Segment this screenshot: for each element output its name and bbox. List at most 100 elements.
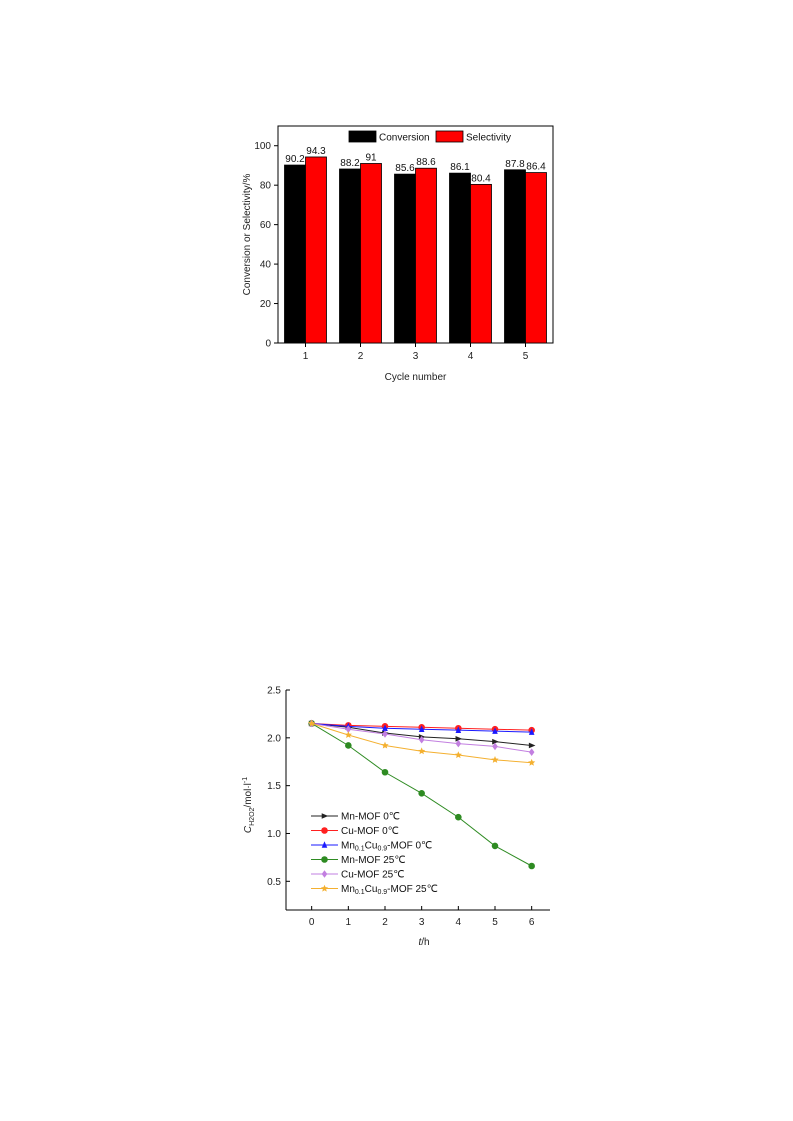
x-tick-label: 2 bbox=[358, 351, 364, 362]
data-label: 88.6 bbox=[416, 157, 436, 168]
legend-label: Mn-MOF 25℃ bbox=[341, 855, 406, 866]
y-tick-label: 0.5 bbox=[267, 877, 281, 888]
y-axis-label: CH2O2/mol·l-1 bbox=[242, 777, 256, 833]
legend-label: Mn0.1Cu0.9-MOF 0℃ bbox=[341, 841, 432, 853]
data-label: 80.4 bbox=[471, 173, 491, 184]
legend-label: Cu-MOF 0℃ bbox=[341, 826, 399, 837]
bar bbox=[525, 172, 547, 344]
legend-text: Mn bbox=[341, 884, 355, 895]
legend-marker bbox=[321, 841, 328, 848]
y-label-subscript: H2O2 bbox=[249, 807, 256, 825]
data-point bbox=[345, 725, 352, 734]
legend-text: Cu bbox=[365, 884, 378, 895]
legend-text: Mn-MOF 0℃ bbox=[341, 812, 400, 823]
legend-text: Cu-MOF 25℃ bbox=[341, 870, 404, 881]
bar bbox=[360, 163, 382, 344]
x-tick-label: 4 bbox=[456, 917, 462, 928]
y-tick-label: 1.5 bbox=[267, 781, 281, 792]
data-point bbox=[418, 735, 425, 744]
data-point bbox=[344, 731, 352, 739]
data-point bbox=[528, 742, 536, 749]
legend-text: Mn bbox=[341, 841, 355, 852]
legend-label: Cu-MOF 25℃ bbox=[341, 870, 404, 881]
bar bbox=[415, 167, 437, 344]
x-tick-label: 5 bbox=[523, 351, 529, 362]
legend-marker bbox=[321, 870, 328, 878]
x-tick-label: 6 bbox=[529, 917, 535, 928]
data-point bbox=[528, 748, 535, 756]
data-point bbox=[455, 739, 462, 748]
y-tick-label: 1.0 bbox=[267, 829, 281, 840]
y-axis-label: Conversion or Selectivity/% bbox=[242, 174, 253, 296]
data-point bbox=[492, 727, 498, 734]
data-point bbox=[528, 758, 536, 766]
data-point bbox=[454, 751, 462, 759]
x-tick-label: 2 bbox=[382, 917, 388, 928]
data-label: 88.2 bbox=[340, 158, 360, 169]
bar bbox=[305, 156, 327, 344]
x-tick-label: 1 bbox=[346, 917, 352, 928]
data-point bbox=[418, 725, 425, 733]
legend-subscript: 0.9 bbox=[377, 846, 387, 853]
legend-subscript: 0.1 bbox=[355, 846, 365, 853]
data-point bbox=[455, 813, 462, 821]
data-point bbox=[308, 719, 316, 727]
data-point bbox=[382, 730, 388, 738]
x-tick-label: 4 bbox=[468, 351, 474, 362]
y-tick-label: 60 bbox=[260, 220, 272, 231]
x-axis-label: Cycle number bbox=[385, 372, 447, 383]
legend-text: Cu bbox=[365, 841, 378, 852]
x-tick-label: 3 bbox=[413, 351, 419, 362]
x-label-symbol: t bbox=[418, 937, 422, 948]
y-tick-label: 80 bbox=[260, 181, 272, 192]
y-label-symbol: C bbox=[243, 825, 254, 833]
data-point bbox=[492, 742, 498, 751]
x-axis-label: t/h bbox=[418, 937, 429, 948]
data-point bbox=[381, 741, 389, 749]
legend-marker bbox=[321, 813, 329, 819]
data-point bbox=[455, 726, 462, 733]
y-label-superscript: -1 bbox=[242, 777, 249, 783]
legend-text: -MOF 0℃ bbox=[387, 841, 432, 852]
data-label: 94.3 bbox=[306, 146, 326, 157]
data-point bbox=[528, 728, 535, 735]
data-point bbox=[455, 735, 463, 742]
legend-marker bbox=[321, 827, 328, 834]
data-label: 91 bbox=[365, 152, 377, 163]
legend-label: Mn0.1Cu0.9-MOF 25℃ bbox=[341, 884, 438, 896]
legend-marker bbox=[320, 884, 329, 892]
y-tick-label: 20 bbox=[260, 299, 272, 310]
legend-text: -MOF 25℃ bbox=[387, 884, 438, 895]
data-point bbox=[418, 790, 425, 797]
data-point bbox=[491, 756, 499, 763]
data-point bbox=[491, 842, 499, 850]
data-point bbox=[381, 768, 389, 776]
data-label: 87.8 bbox=[505, 159, 525, 170]
legend-swatch bbox=[348, 130, 377, 143]
legend-marker bbox=[321, 856, 328, 863]
data-label: 86.1 bbox=[450, 162, 470, 173]
x-tick-label: 0 bbox=[309, 917, 315, 928]
data-label: 85.6 bbox=[395, 163, 415, 174]
y-tick-label: 100 bbox=[254, 141, 271, 152]
y-tick-label: 0 bbox=[265, 339, 271, 350]
legend-subscript: 0.9 bbox=[377, 889, 387, 896]
legend-swatch bbox=[435, 130, 464, 143]
data-point bbox=[345, 742, 352, 749]
legend-text: Mn-MOF 25℃ bbox=[341, 855, 406, 866]
x-tick-label: 1 bbox=[303, 351, 309, 362]
legend-subscript: 0.1 bbox=[355, 889, 365, 896]
bar bbox=[470, 183, 492, 344]
y-label-unit: /mol·l bbox=[243, 783, 254, 807]
y-tick-label: 2.5 bbox=[267, 686, 281, 697]
data-point bbox=[382, 724, 388, 732]
data-point bbox=[418, 747, 426, 755]
legend-label: Mn-MOF 0℃ bbox=[341, 812, 400, 823]
legend-label: Conversion bbox=[379, 133, 430, 144]
x-tick-label: 5 bbox=[492, 917, 498, 928]
legend-text: Cu-MOF 0℃ bbox=[341, 826, 399, 837]
x-label-unit: /h bbox=[421, 937, 429, 948]
y-tick-label: 2.0 bbox=[267, 733, 281, 744]
legend-label: Selectivity bbox=[466, 133, 511, 144]
data-label: 90.2 bbox=[285, 154, 305, 165]
